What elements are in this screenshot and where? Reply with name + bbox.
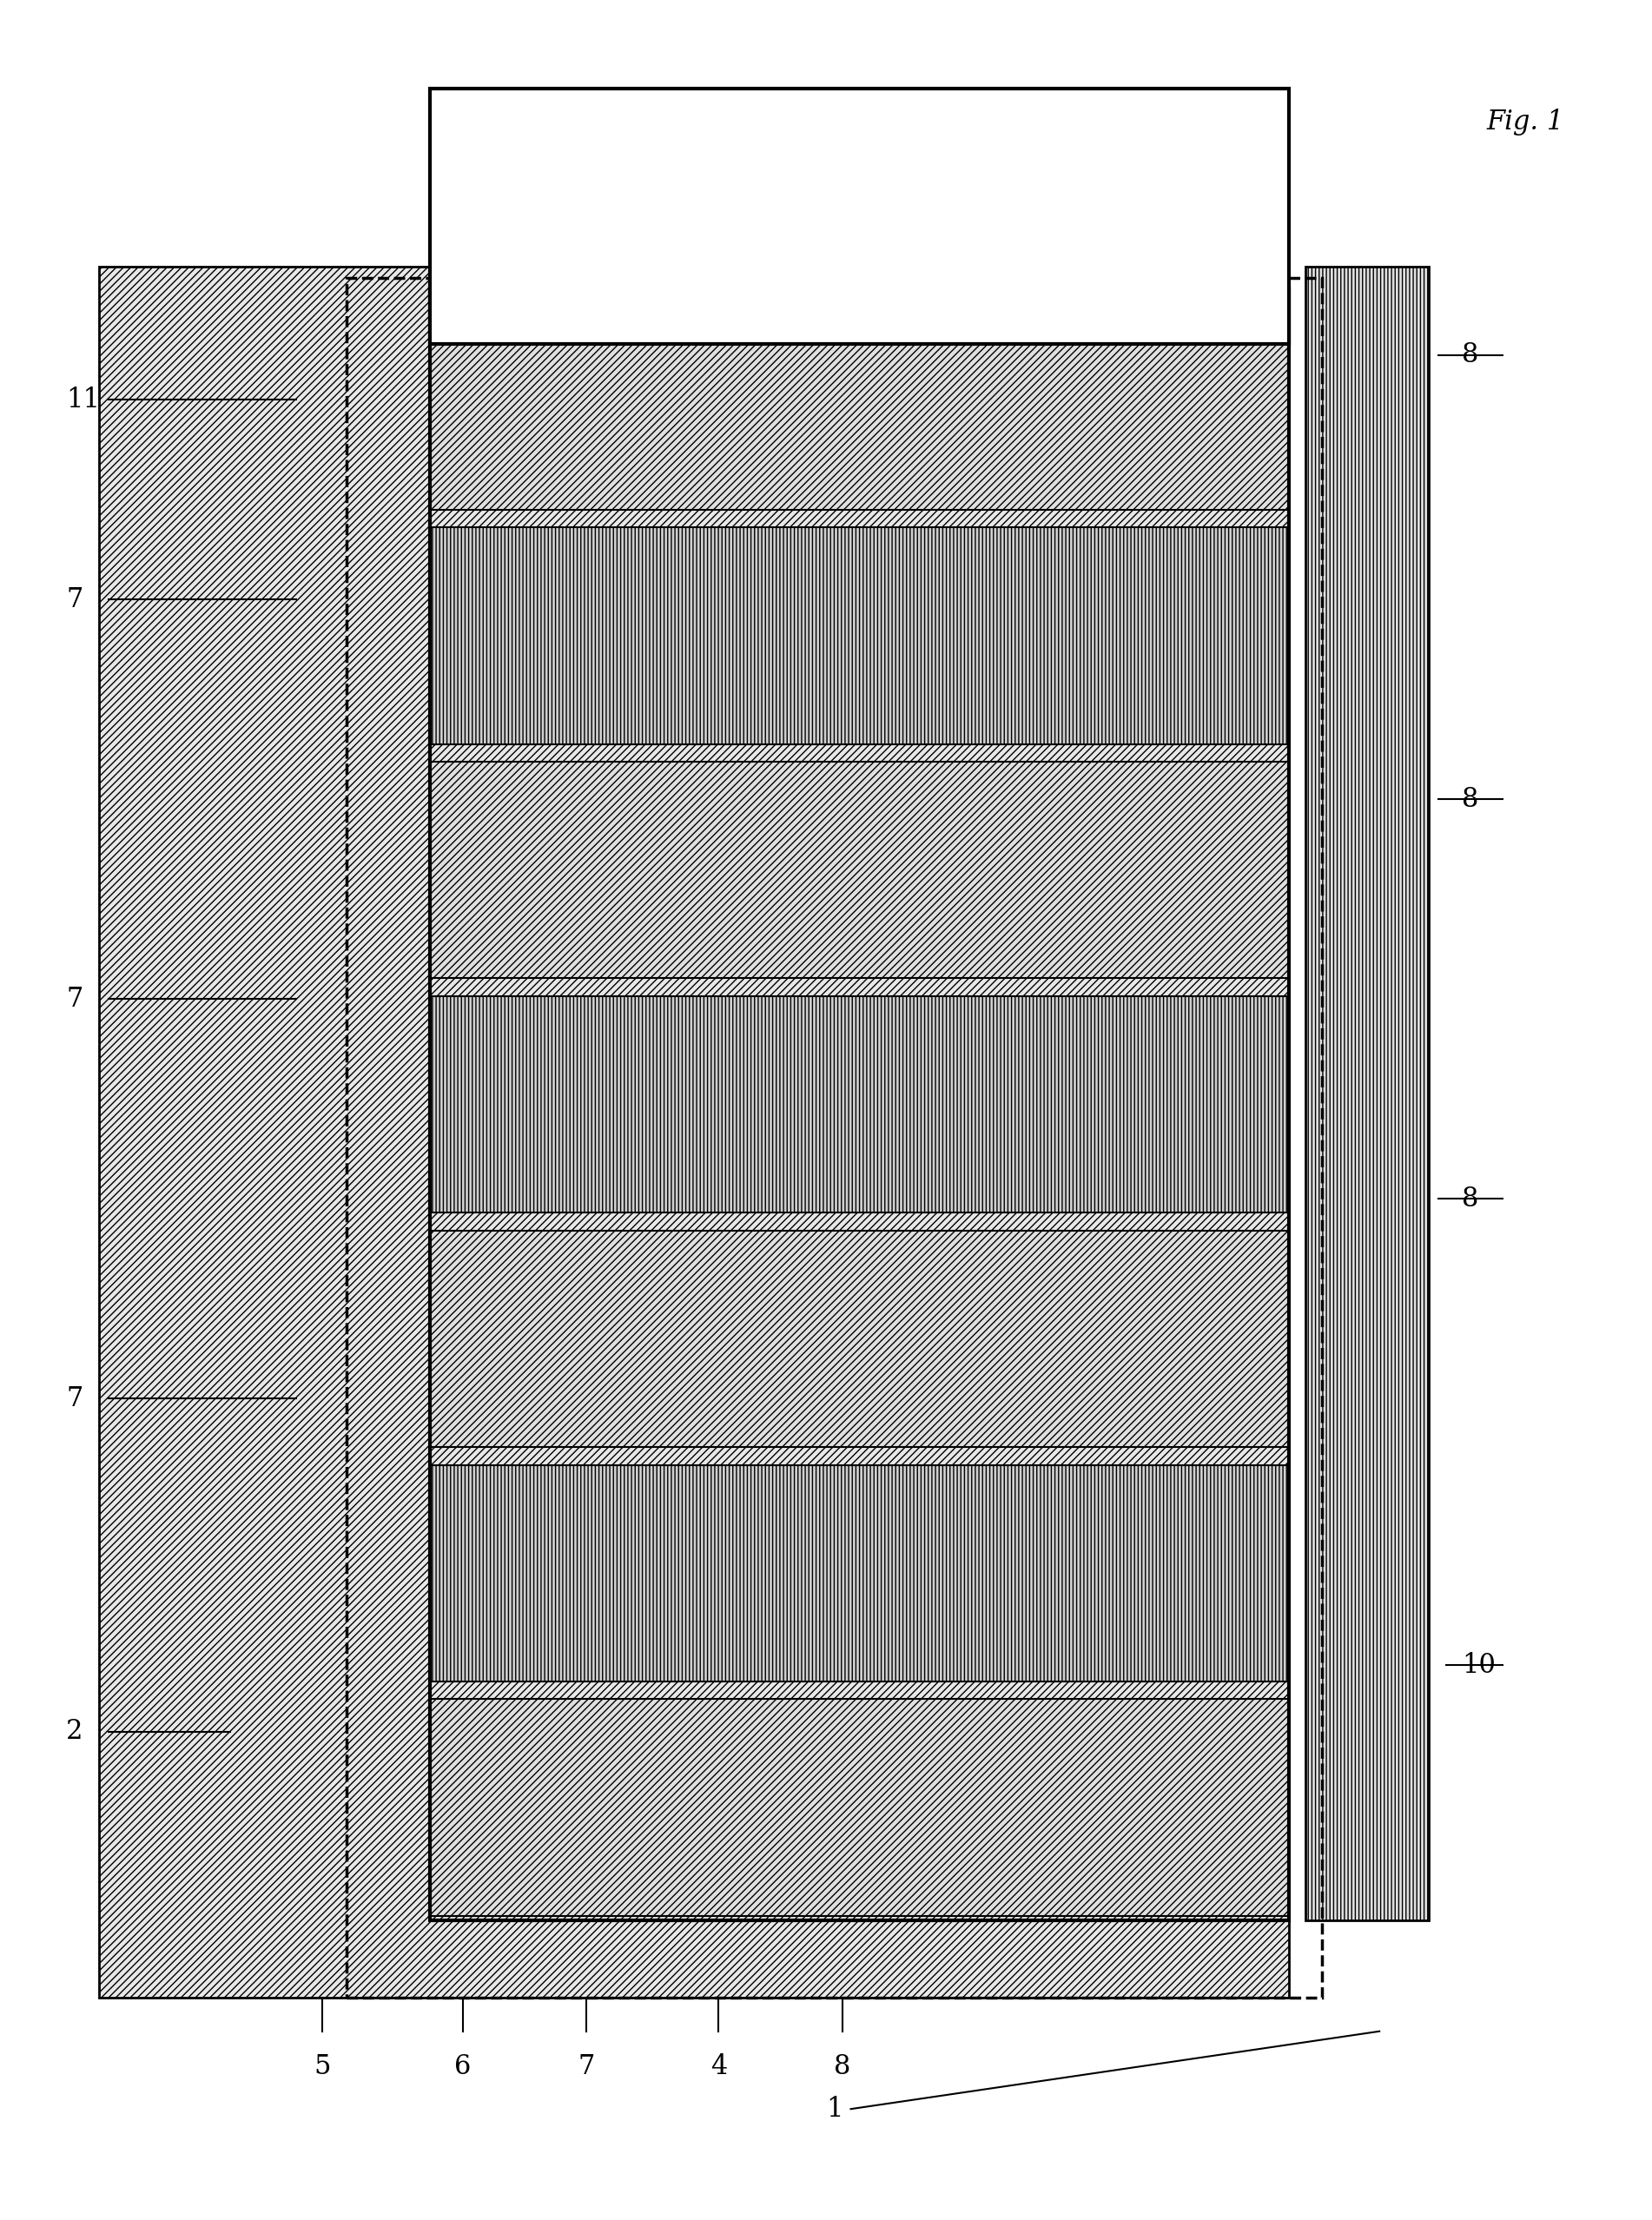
- Bar: [430, 293, 1289, 511]
- Text: 5: 5: [314, 2054, 330, 2080]
- Text: 2: 2: [66, 1718, 83, 1745]
- Text: 8: 8: [1462, 786, 1479, 813]
- Bar: [430, 528, 1289, 744]
- Bar: [1305, 266, 1429, 1920]
- Text: Fig. 1: Fig. 1: [1487, 109, 1564, 135]
- Text: 11: 11: [66, 386, 101, 413]
- Text: 7: 7: [66, 986, 83, 1012]
- Bar: [99, 266, 1289, 1998]
- Bar: [430, 1465, 1289, 1681]
- Text: 1: 1: [826, 2096, 843, 2122]
- Bar: [430, 1230, 1289, 1447]
- Text: 10: 10: [1462, 1652, 1495, 1678]
- Bar: [430, 289, 1289, 1920]
- Text: 7: 7: [66, 1385, 83, 1412]
- Bar: [430, 997, 1289, 1212]
- Bar: [430, 89, 1289, 344]
- Text: 7: 7: [66, 586, 83, 613]
- Text: 8: 8: [1462, 342, 1479, 369]
- Text: 8: 8: [1462, 1185, 1479, 1212]
- Text: 6: 6: [454, 2054, 471, 2080]
- Bar: [430, 1698, 1289, 1916]
- Text: 7: 7: [578, 2054, 595, 2080]
- Bar: [430, 761, 1289, 979]
- Text: 4: 4: [710, 2054, 727, 2080]
- Text: 8: 8: [834, 2054, 851, 2080]
- Bar: [347, 278, 1322, 1998]
